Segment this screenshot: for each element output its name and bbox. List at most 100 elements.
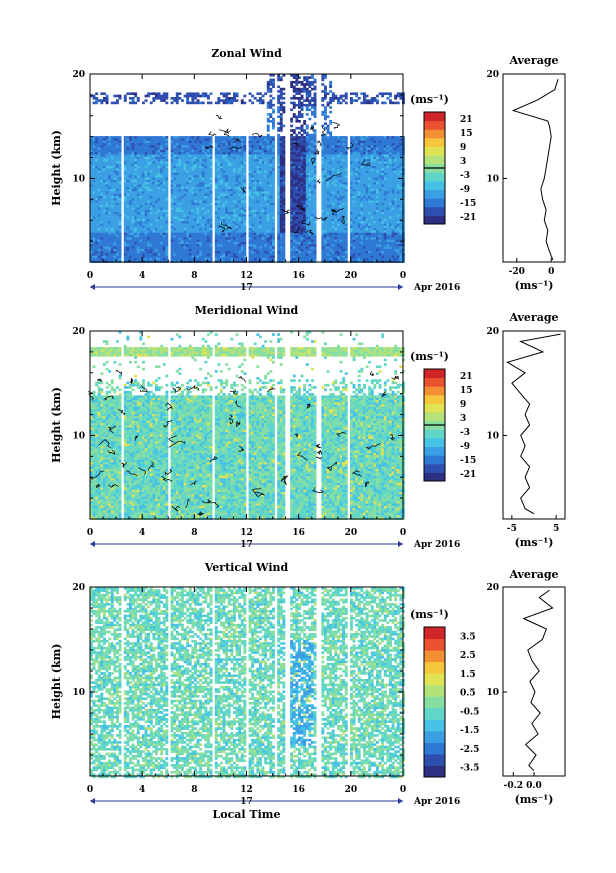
heatmap-cell: [264, 233, 267, 236]
heatmap-cell: [254, 143, 257, 146]
heatmap-cell: [251, 226, 254, 229]
heatmap-cell: [298, 184, 301, 187]
heatmap-cell: [106, 187, 109, 190]
heatmap-cell: [142, 189, 145, 192]
heatmap-cell: [321, 159, 324, 162]
heatmap-cell: [132, 189, 135, 192]
heatmap-cell: [262, 173, 265, 176]
heatmap-cell: [181, 178, 184, 181]
heatmap-cell: [103, 148, 106, 151]
heatmap-cell: [189, 205, 192, 208]
heatmap-cell: [277, 180, 280, 183]
heatmap-cell: [119, 217, 122, 220]
heatmap-cell: [282, 187, 285, 190]
heatmap-cell: [171, 141, 174, 144]
heatmap-cell: [269, 152, 272, 155]
heatmap-cell: [111, 141, 114, 144]
heatmap-cell: [191, 210, 194, 213]
heatmap-cell: [272, 86, 275, 89]
heatmap-cell: [103, 198, 106, 201]
heatmap-cell: [132, 145, 135, 148]
heatmap-cell: [106, 102, 109, 105]
heatmap-cell: [142, 198, 145, 201]
heatmap-cell: [106, 207, 109, 210]
heatmap-cell: [210, 221, 213, 224]
heatmap-cell: [215, 136, 218, 139]
heatmap-cell: [293, 88, 296, 91]
heatmap-cell: [178, 247, 181, 250]
heatmap-cell: [220, 171, 223, 174]
heatmap-cell: [160, 235, 163, 238]
heatmap-cell: [306, 113, 309, 116]
heatmap-cell: [290, 214, 293, 217]
heatmap-cell: [236, 201, 239, 204]
heatmap-cell: [303, 244, 306, 247]
heatmap-cell: [228, 230, 231, 233]
heatmap-cell: [158, 258, 161, 261]
heatmap-cell: [124, 95, 127, 98]
heatmap-cell: [243, 249, 246, 252]
heatmap-cell: [134, 214, 137, 217]
heatmap-cell: [303, 141, 306, 144]
heatmap-cell: [228, 159, 231, 162]
heatmap-cell: [124, 219, 127, 222]
heatmap-cell: [171, 97, 174, 100]
heatmap-cell: [228, 173, 231, 176]
heatmap-cell: [314, 102, 317, 105]
heatmap-cell: [178, 219, 181, 222]
heatmap-cell: [134, 161, 137, 164]
heatmap-cell: [241, 196, 244, 199]
heatmap-cell: [210, 187, 213, 190]
heatmap-cell: [150, 258, 153, 261]
heatmap-cell: [163, 214, 166, 217]
heatmap-cell: [176, 253, 179, 256]
heatmap-cell: [314, 111, 317, 114]
heatmap-cell: [225, 233, 228, 236]
heatmap-cell: [254, 251, 257, 254]
heatmap-cell: [295, 240, 298, 243]
heatmap-cell: [165, 224, 168, 227]
heatmap-cell: [126, 247, 129, 250]
heatmap-cell: [306, 196, 309, 199]
heatmap-cell: [93, 205, 96, 208]
heatmap-cell: [217, 150, 220, 153]
heatmap-cell: [236, 258, 239, 261]
heatmap-cell: [202, 198, 205, 201]
heatmap-cell: [225, 247, 228, 250]
heatmap-cell: [106, 203, 109, 206]
heatmap-cell: [282, 102, 285, 105]
heatmap-cell: [321, 161, 324, 164]
heatmap-cell: [277, 141, 280, 144]
heatmap-cell: [272, 111, 275, 114]
heatmap-cell: [137, 184, 140, 187]
heatmap-cell: [267, 148, 270, 151]
heatmap-cell: [311, 187, 314, 190]
heatmap-cell: [298, 242, 301, 245]
heatmap-cell: [233, 97, 236, 100]
heatmap-cell: [171, 235, 174, 238]
heatmap-cell: [181, 205, 184, 208]
heatmap-cell: [306, 155, 309, 158]
heatmap-cell: [241, 228, 244, 231]
heatmap-cell: [147, 191, 150, 194]
heatmap-cell: [269, 242, 272, 245]
heatmap-cell: [165, 92, 168, 95]
heatmap-cell: [197, 242, 200, 245]
heatmap-cell: [142, 221, 145, 224]
heatmap-cell: [163, 171, 166, 174]
heatmap-cell: [132, 155, 135, 158]
heatmap-cell: [126, 161, 129, 164]
heatmap-cell: [267, 205, 270, 208]
heatmap-cell: [267, 226, 270, 229]
heatmap-cell: [145, 244, 148, 247]
heatmap-cell: [303, 212, 306, 215]
heatmap-cell: [134, 210, 137, 213]
heatmap-cell: [98, 136, 101, 139]
heatmap-cell: [303, 152, 306, 155]
heatmap-cell: [238, 201, 241, 204]
heatmap-cell: [132, 258, 135, 261]
heatmap-cell: [251, 141, 254, 144]
heatmap-cell: [293, 194, 296, 197]
heatmap-cell: [147, 224, 150, 227]
heatmap-cell: [95, 237, 98, 240]
